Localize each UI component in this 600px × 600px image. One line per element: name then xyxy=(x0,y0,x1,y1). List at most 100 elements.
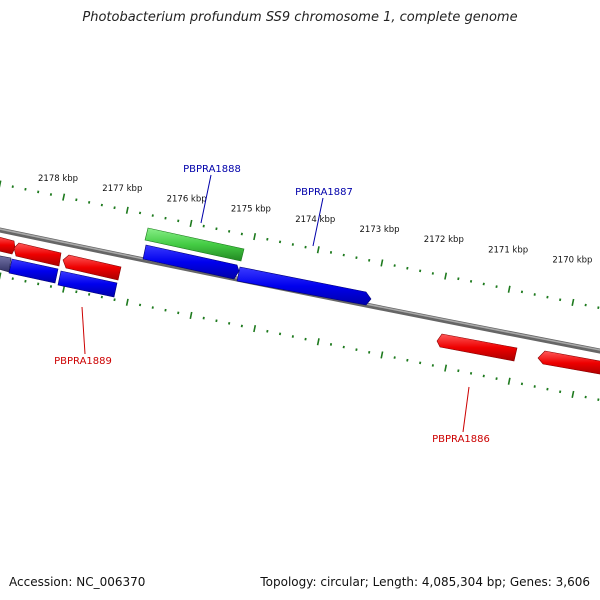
inner-ring-minor-tick xyxy=(75,290,78,294)
inner-tick-ring xyxy=(0,272,600,401)
outer-ring-minor-tick xyxy=(24,187,27,191)
outer-tick-ring xyxy=(0,180,600,309)
inner-ring-minor-tick xyxy=(520,382,524,386)
outer-ring-minor-tick xyxy=(304,245,307,249)
outer-ring-minor-tick xyxy=(266,237,269,241)
inner-ring-minor-tick xyxy=(342,345,345,349)
outer-ring-minor-tick xyxy=(113,206,116,210)
inner-ring-minor-tick xyxy=(100,295,103,299)
inner-ring-minor-tick xyxy=(291,335,294,338)
inner-ring-minor-tick xyxy=(393,356,396,359)
leader-pbpra1887 xyxy=(312,197,324,247)
outer-ring-minor-tick xyxy=(520,290,524,294)
position-label: 2174 kbp xyxy=(295,215,335,225)
outer-ring-minor-tick xyxy=(457,277,460,281)
inner-ring-minor-tick xyxy=(406,358,409,362)
outer-ring-minor-tick xyxy=(100,203,103,207)
inner-ring-minor-tick xyxy=(431,364,434,367)
leader-pbpra1889 xyxy=(81,306,86,355)
inner-ring-minor-tick xyxy=(215,319,218,323)
position-label: 2172 kbp xyxy=(424,235,464,245)
gene-blue-pbpra1887[interactable] xyxy=(236,266,372,306)
inner-ring-minor-tick xyxy=(11,277,14,280)
outer-ring-minor-tick xyxy=(291,243,294,246)
gene-label-pbpra1888[interactable]: PBPRA1888 xyxy=(183,164,241,175)
outer-ring-minor-tick xyxy=(482,282,485,286)
position-label: 2170 kbp xyxy=(552,256,592,266)
inner-ring-major-tick xyxy=(0,272,2,280)
gene-red-4[interactable] xyxy=(537,350,600,375)
map-title: Photobacterium profundum SS9 chromosome … xyxy=(82,10,518,25)
outer-ring-minor-tick xyxy=(11,185,14,188)
gene-red-2[interactable] xyxy=(13,242,62,267)
gene-slate-1[interactable] xyxy=(0,255,12,273)
outer-ring-minor-tick xyxy=(75,198,78,202)
outer-ring-minor-tick xyxy=(355,256,358,259)
gene-red-pbpra1886[interactable] xyxy=(436,333,518,362)
inner-ring-minor-tick xyxy=(546,387,549,391)
inner-ring-major-tick xyxy=(189,311,193,320)
position-label: 2177 kbp xyxy=(102,184,142,194)
inner-ring-minor-tick xyxy=(584,395,587,399)
inner-ring-minor-tick xyxy=(597,398,600,401)
outer-ring-minor-tick xyxy=(177,219,180,223)
outer-ring-major-tick xyxy=(571,298,575,306)
gene-blue-2[interactable] xyxy=(57,270,118,298)
inner-ring-major-tick xyxy=(316,338,320,346)
outer-ring-minor-tick xyxy=(559,298,562,302)
inner-ring-minor-tick xyxy=(24,279,27,283)
inner-ring-minor-tick xyxy=(278,332,282,336)
gene-blue-1[interactable] xyxy=(8,258,59,284)
outer-ring-minor-tick xyxy=(546,295,549,299)
inner-ring-minor-tick xyxy=(49,285,53,288)
outer-ring-minor-tick xyxy=(597,306,600,309)
outer-ring-minor-tick xyxy=(138,211,142,215)
position-label: 2178 kbp xyxy=(38,174,78,184)
outer-ring-minor-tick xyxy=(49,193,53,196)
gene-label-pbpra1886[interactable]: PBPRA1886 xyxy=(432,434,490,445)
outer-ring-major-tick xyxy=(62,193,66,201)
gene-label-pbpra1887[interactable]: PBPRA1887 xyxy=(295,187,353,198)
inner-ring-minor-tick xyxy=(151,306,154,309)
position-label: 2173 kbp xyxy=(360,225,400,235)
inner-ring-minor-tick xyxy=(419,361,422,365)
inner-ring-major-tick xyxy=(571,390,575,398)
outer-ring-minor-tick xyxy=(419,269,422,273)
genome-summary-text: Topology: circular; Length: 4,085,304 bp… xyxy=(260,575,590,589)
inner-ring-minor-tick xyxy=(228,322,231,325)
inner-ring-major-tick xyxy=(125,298,129,306)
outer-ring-minor-tick xyxy=(431,272,434,275)
inner-ring-minor-tick xyxy=(113,298,116,302)
position-label: 2175 kbp xyxy=(231,205,271,215)
position-label: 2171 kbp xyxy=(488,245,528,255)
outer-ring-minor-tick xyxy=(393,264,396,267)
gene-blue-3[interactable] xyxy=(142,244,240,280)
inner-ring-minor-tick xyxy=(482,374,485,378)
gene-red-3[interactable] xyxy=(62,254,122,281)
inner-ring-major-tick xyxy=(507,377,511,385)
inner-ring-major-tick xyxy=(62,285,66,293)
position-label: 2176 kbp xyxy=(167,194,207,204)
leader-pbpra1886 xyxy=(462,386,470,433)
outer-ring-minor-tick xyxy=(495,285,498,288)
gene-red-1[interactable] xyxy=(0,236,16,255)
outer-ring-major-tick xyxy=(507,285,511,293)
outer-ring-major-tick xyxy=(253,233,257,241)
inner-ring-minor-tick xyxy=(138,303,142,307)
inner-ring-minor-tick xyxy=(177,311,180,315)
gene-label-pbpra1889[interactable]: PBPRA1889 xyxy=(54,356,112,367)
inner-ring-major-tick xyxy=(444,364,448,372)
inner-ring-minor-tick xyxy=(266,329,269,333)
leader-pbpra1888 xyxy=(200,174,212,224)
outer-ring-minor-tick xyxy=(151,214,154,217)
inner-ring-major-tick xyxy=(253,325,257,333)
outer-ring-minor-tick xyxy=(342,253,345,257)
inner-ring-minor-tick xyxy=(457,369,460,373)
inner-ring-minor-tick xyxy=(355,348,358,351)
gene-green-pbpra1888[interactable] xyxy=(144,227,245,262)
outer-ring-major-tick xyxy=(0,180,2,188)
inner-ring-major-tick xyxy=(380,351,384,359)
outer-ring-minor-tick xyxy=(406,266,409,270)
outer-ring-minor-tick xyxy=(278,240,282,244)
